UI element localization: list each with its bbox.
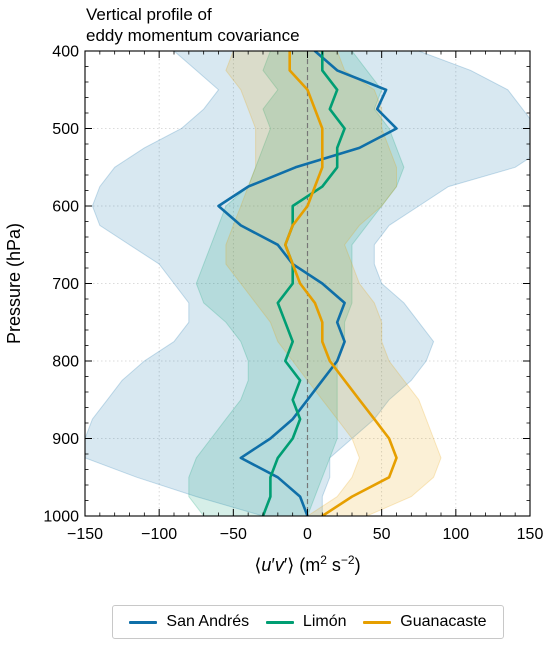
- x-axis-label-part: ′: [284, 555, 288, 575]
- legend: San Andrés Limón Guanacaste: [112, 605, 504, 639]
- y-tick-label: 700: [52, 276, 79, 293]
- series-line-0: [217, 51, 398, 516]
- chart: −150 −100 −50 0 50 100 150 400 500 600 700 800 900 10…: [4, 44, 544, 576]
- legend-swatch: [129, 620, 158, 624]
- x-axis-label: ⟨u′v′⟩ (m2 s−2): [254, 553, 360, 575]
- band-2: [225, 51, 442, 516]
- x-axis-label-part: ′: [271, 555, 275, 575]
- x-axis-label-part: ⟨: [254, 555, 261, 575]
- chart-title-line-2: eddy momentum covariance: [86, 26, 300, 45]
- y-tick-label: 900: [52, 431, 79, 448]
- series-line-1: [261, 51, 346, 516]
- legend-item-limon: Limón: [265, 613, 347, 631]
- legend-item-san-andres: San Andrés: [129, 613, 249, 631]
- data-layer: [85, 51, 530, 516]
- x-tick-label: 150: [517, 526, 544, 543]
- series-line-2: [283, 51, 398, 516]
- x-tick-label: 0: [303, 526, 312, 543]
- y-tick-label: 500: [52, 121, 79, 138]
- x-tick-label: −50: [220, 526, 247, 543]
- legend-label: Guanacaste: [400, 613, 487, 630]
- x-axis-label-part: ⟩ (m: [287, 555, 320, 575]
- x-axis-label-part: u: [261, 555, 271, 575]
- legend-label: San Andrés: [166, 613, 250, 630]
- x-axis-label-part: 2: [320, 553, 327, 567]
- legend-item-guanacaste: Guanacaste: [363, 613, 487, 631]
- chart-title-line-1: Vertical profile of: [86, 5, 212, 24]
- legend-swatch: [265, 620, 294, 624]
- band-1: [188, 51, 405, 516]
- x-tick-label: −100: [141, 526, 177, 543]
- x-axis-label-part: v: [275, 555, 285, 575]
- x-tick-label: 50: [373, 526, 391, 543]
- x-tick-label: 100: [442, 526, 469, 543]
- legend-label: Limón: [302, 613, 347, 630]
- x-axis-label-part: −2: [341, 553, 355, 567]
- legend-swatch: [363, 620, 392, 624]
- y-tick-label: 400: [52, 44, 79, 61]
- x-axis-label-part: s: [327, 555, 341, 575]
- y-axis-label: Pressure (hPa): [4, 223, 24, 344]
- y-tick-label: 1000: [43, 509, 79, 526]
- x-tick-label: −150: [67, 526, 103, 543]
- y-tick-label: 600: [52, 199, 79, 216]
- y-tick-label: 800: [52, 354, 79, 371]
- x-axis-label-part: ): [355, 555, 361, 575]
